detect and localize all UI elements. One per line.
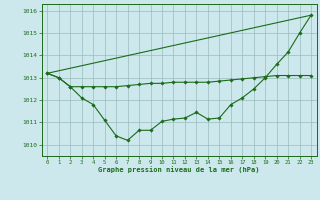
X-axis label: Graphe pression niveau de la mer (hPa): Graphe pression niveau de la mer (hPa): [99, 167, 260, 173]
